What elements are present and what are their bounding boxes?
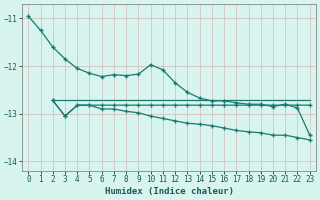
X-axis label: Humidex (Indice chaleur): Humidex (Indice chaleur) [105, 187, 234, 196]
